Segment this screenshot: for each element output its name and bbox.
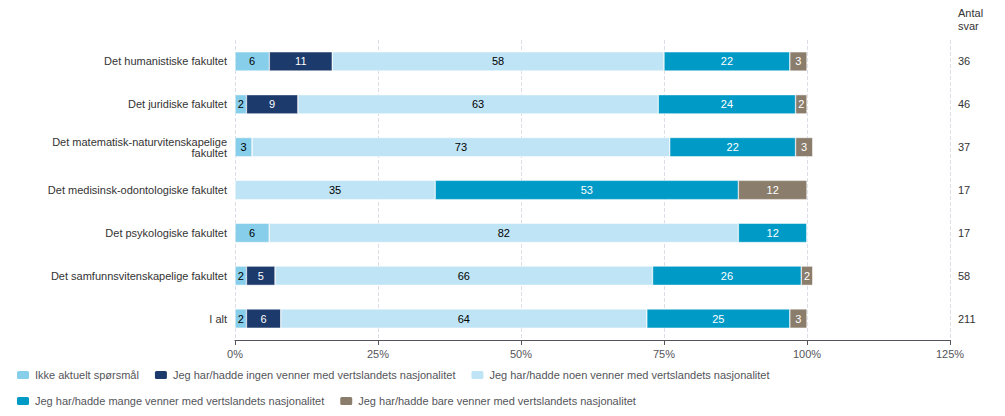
svg-text:125%: 125% bbox=[936, 348, 964, 360]
svg-text:25: 25 bbox=[712, 313, 724, 325]
svg-text:0%: 0% bbox=[227, 348, 243, 360]
svg-text:fakultet: fakultet bbox=[192, 147, 227, 159]
svg-text:Det samfunnsvitenskapelige fak: Det samfunnsvitenskapelige fakultet bbox=[51, 270, 227, 282]
svg-text:3: 3 bbox=[795, 55, 801, 67]
svg-text:Det humanistiske fakultet: Det humanistiske fakultet bbox=[104, 55, 227, 67]
svg-text:Ikke aktuelt spørsmål: Ikke aktuelt spørsmål bbox=[35, 369, 139, 381]
svg-text:3: 3 bbox=[241, 141, 247, 153]
svg-text:Det juridiske fakultet: Det juridiske fakultet bbox=[128, 98, 227, 110]
svg-text:3: 3 bbox=[795, 313, 801, 325]
svg-text:100%: 100% bbox=[793, 348, 821, 360]
svg-text:6: 6 bbox=[261, 313, 267, 325]
svg-text:Antal: Antal bbox=[958, 7, 983, 19]
svg-text:82: 82 bbox=[498, 227, 510, 239]
svg-text:73: 73 bbox=[455, 141, 467, 153]
svg-text:I alt: I alt bbox=[209, 313, 227, 325]
svg-text:9: 9 bbox=[269, 98, 275, 110]
svg-text:17: 17 bbox=[958, 227, 970, 239]
svg-text:Jeg har/hadde ingen venner med: Jeg har/hadde ingen venner med vertsland… bbox=[173, 369, 456, 381]
svg-text:24: 24 bbox=[721, 98, 733, 110]
svg-text:17: 17 bbox=[958, 184, 970, 196]
svg-text:2: 2 bbox=[238, 270, 244, 282]
svg-text:svar: svar bbox=[958, 20, 979, 32]
svg-text:36: 36 bbox=[958, 55, 970, 67]
svg-text:2: 2 bbox=[804, 270, 810, 282]
svg-text:37: 37 bbox=[958, 141, 970, 153]
svg-text:6: 6 bbox=[249, 55, 255, 67]
svg-text:58: 58 bbox=[492, 55, 504, 67]
svg-text:Det medisinsk-odontologiske fa: Det medisinsk-odontologiske fakultet bbox=[48, 184, 227, 196]
svg-text:2: 2 bbox=[798, 98, 804, 110]
svg-text:Det matematisk-naturvitenskape: Det matematisk-naturvitenskapelige bbox=[52, 135, 227, 148]
svg-text:11: 11 bbox=[295, 55, 306, 67]
svg-text:53: 53 bbox=[581, 184, 593, 196]
svg-text:25%: 25% bbox=[367, 348, 389, 360]
svg-text:12: 12 bbox=[767, 227, 779, 239]
svg-text:Jeg har/hadde bare venner med: Jeg har/hadde bare venner med vertslande… bbox=[358, 395, 636, 407]
svg-text:75%: 75% bbox=[653, 348, 675, 360]
svg-text:22: 22 bbox=[727, 141, 739, 153]
svg-text:66: 66 bbox=[458, 270, 470, 282]
svg-text:58: 58 bbox=[958, 270, 970, 282]
svg-text:Jeg har/hadde mange venner med: Jeg har/hadde mange venner med vertsland… bbox=[35, 395, 324, 407]
svg-text:22: 22 bbox=[721, 55, 733, 67]
svg-text:6: 6 bbox=[249, 227, 255, 239]
svg-text:63: 63 bbox=[472, 98, 484, 110]
svg-text:46: 46 bbox=[958, 98, 970, 110]
svg-text:2: 2 bbox=[238, 313, 244, 325]
svg-text:5: 5 bbox=[258, 270, 264, 282]
svg-text:3: 3 bbox=[801, 141, 807, 153]
svg-text:211: 211 bbox=[958, 313, 976, 325]
svg-text:Jeg har/hadde noen venner med: Jeg har/hadde noen venner med vertslande… bbox=[489, 369, 769, 381]
svg-text:50%: 50% bbox=[510, 348, 532, 360]
svg-text:Det psykologiske fakultet: Det psykologiske fakultet bbox=[105, 227, 227, 239]
svg-text:35: 35 bbox=[329, 184, 341, 196]
svg-text:2: 2 bbox=[238, 98, 244, 110]
svg-text:64: 64 bbox=[458, 313, 470, 325]
svg-text:12: 12 bbox=[767, 184, 779, 196]
svg-text:26: 26 bbox=[721, 270, 733, 282]
